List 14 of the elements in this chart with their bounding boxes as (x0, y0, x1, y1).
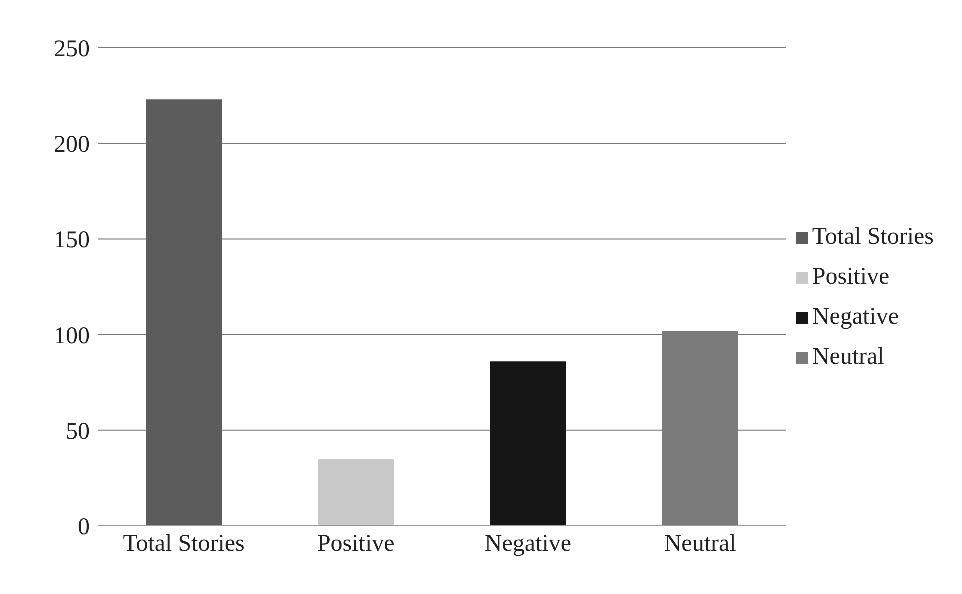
x-tick-label: Positive (317, 531, 395, 558)
legend-label: Negative (812, 304, 899, 330)
y-tick-label: 0 (78, 514, 90, 541)
y-tick-label: 250 (54, 36, 90, 63)
legend-label: Positive (812, 264, 890, 290)
y-tick-label: 100 (54, 323, 90, 350)
legend-label: Total Stories (812, 224, 934, 250)
y-tick-label: 50 (66, 418, 90, 445)
y-tick-label: 200 (54, 132, 90, 158)
x-tick-label: Neutral (664, 531, 737, 558)
x-tick-label: Negative (484, 531, 572, 558)
x-tick-label: Total Stories (123, 531, 245, 558)
legend-label: Neutral (812, 344, 884, 370)
y-tick-label: 150 (54, 228, 90, 254)
